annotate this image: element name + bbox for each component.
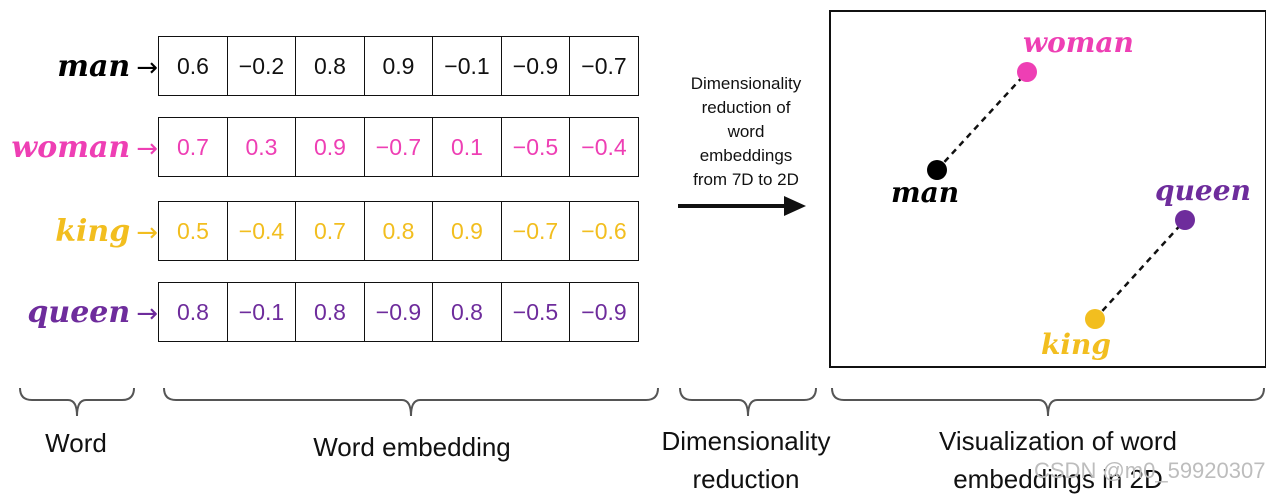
embedding-cell: 0.8 [363, 201, 434, 261]
embedding-cell: 0.8 [295, 282, 365, 342]
arrow-icon: → [136, 218, 158, 248]
word-label-queen: queen → [27, 295, 158, 330]
embedding-cell: 0.1 [432, 117, 502, 177]
label-dimensionality-reduction: Dimensionality reduction [661, 426, 831, 494]
queen-point [1175, 210, 1195, 230]
embedding-cell: −0.9 [363, 282, 434, 342]
word-label-woman: woman → [11, 130, 158, 165]
visualization-panel: woman man queen king [829, 10, 1266, 368]
embedding-cell: −0.4 [226, 201, 297, 261]
king-queen-link [1094, 219, 1186, 320]
embedding-vector-queen: 0.8 −0.1 0.8 −0.9 0.8 −0.5 −0.9 [158, 282, 639, 342]
visualization-plot [927, 62, 1195, 329]
reduction-description: Dimensionality reduction of word embeddi… [690, 74, 802, 189]
row-woman: woman → 0.7 0.3 0.9 −0.7 0.1 −0.5 −0.4 [0, 117, 670, 179]
label-word: Word [45, 428, 107, 458]
visualization-brace-icon [831, 387, 1265, 417]
embedding-cell: −0.5 [500, 117, 571, 177]
embedding-cell: −0.6 [569, 201, 639, 261]
row-queen: queen → 0.8 −0.1 0.8 −0.9 0.8 −0.5 −0.9 [0, 282, 670, 344]
reduction-arrow-icon [678, 196, 806, 216]
arrow-icon: → [136, 134, 158, 164]
viz-label-man: man [891, 176, 960, 209]
embedding-cell: 0.7 [158, 117, 228, 177]
embedding-brace-icon [163, 387, 659, 417]
embedding-vector-man: 0.6 −0.2 0.8 0.9 −0.1 −0.9 −0.7 [158, 36, 639, 96]
embedding-cell: 0.8 [432, 282, 502, 342]
embedding-cell: 0.9 [363, 36, 434, 96]
man-point [927, 160, 947, 180]
embedding-cell: 0.8 [295, 36, 365, 96]
embedding-cell: −0.7 [500, 201, 571, 261]
viz-label-woman: woman [1023, 26, 1134, 59]
embedding-cell: −0.1 [226, 282, 297, 342]
embedding-vector-king: 0.5 −0.4 0.7 0.8 0.9 −0.7 −0.6 [158, 201, 639, 261]
embedding-cell: −0.9 [500, 36, 571, 96]
man-woman-link [936, 71, 1028, 171]
word-label-man: man → [57, 49, 158, 84]
embedding-vector-woman: 0.7 0.3 0.9 −0.7 0.1 −0.5 −0.4 [158, 117, 639, 177]
embedding-cell: 0.8 [158, 282, 228, 342]
embedding-cell: −0.9 [569, 282, 639, 342]
viz-label-king: king [1041, 328, 1111, 361]
label-visualization: Visualization of word embeddings in 2D [939, 426, 1177, 494]
arrow-icon: → [136, 299, 158, 329]
label-word-embedding: Word embedding [313, 432, 511, 462]
embedding-cell: −0.2 [226, 36, 297, 96]
embedding-cell: −0.5 [500, 282, 571, 342]
embedding-cell: 0.9 [295, 117, 365, 177]
embedding-cell: 0.3 [226, 117, 297, 177]
word-label-king: king → [55, 214, 158, 249]
arrow-icon: → [136, 53, 158, 83]
row-king: king → 0.5 −0.4 0.7 0.8 0.9 −0.7 −0.6 [0, 201, 670, 263]
watermark: CSDN @m0_59920307 [1034, 458, 1266, 483]
embedding-cell: 0.6 [158, 36, 228, 96]
embedding-cell: −0.7 [569, 36, 639, 96]
word-brace-icon [19, 387, 135, 417]
embedding-cell: −0.7 [363, 117, 434, 177]
embedding-cell: −0.4 [569, 117, 639, 177]
embedding-cell: 0.5 [158, 201, 228, 261]
reduction-brace-icon [679, 387, 817, 417]
embedding-cell: −0.1 [432, 36, 502, 96]
woman-point [1017, 62, 1037, 82]
king-point [1085, 309, 1105, 329]
embedding-cell: 0.9 [432, 201, 502, 261]
viz-label-queen: queen [1155, 174, 1251, 207]
row-man: man → 0.6 −0.2 0.8 0.9 −0.1 −0.9 −0.7 [0, 36, 670, 98]
embedding-cell: 0.7 [295, 201, 365, 261]
